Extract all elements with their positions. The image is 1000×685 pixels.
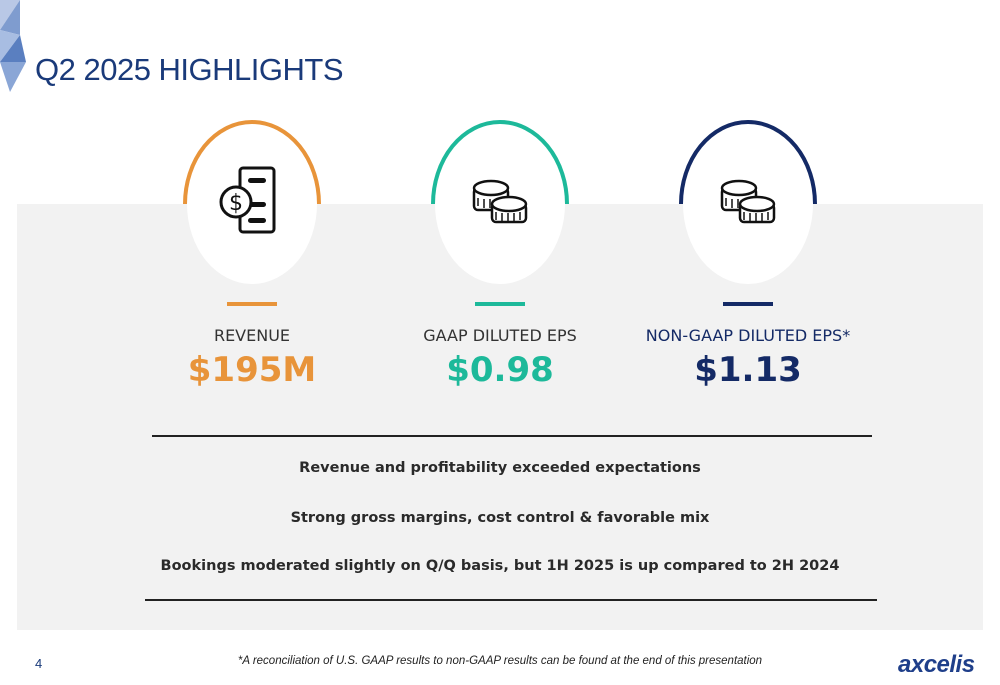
divider-top: [152, 435, 872, 437]
metric-label: NON-GAAP DILUTED EPS*: [645, 326, 851, 345]
divider-bottom: [145, 599, 877, 601]
metric-value: $1.13: [694, 350, 802, 390]
metric-divider: [723, 302, 773, 306]
metric-value: $0.98: [446, 350, 554, 390]
highlight-point: Bookings moderated slightly on Q/Q basis…: [160, 558, 840, 574]
coins-icon: [720, 179, 776, 224]
highlight-point: Revenue and profitability exceeded expec…: [299, 460, 701, 476]
metric-divider: [475, 302, 525, 306]
svg-text:$: $: [229, 191, 243, 216]
coins-icon: [472, 179, 528, 224]
company-logo: axcelis: [898, 651, 975, 678]
corner-decoration: [0, 0, 26, 92]
footnote: *A reconciliation of U.S. GAAP results t…: [237, 655, 763, 667]
highlight-point: Strong gross margins, cost control & fav…: [290, 510, 710, 526]
metric-divider: [227, 302, 277, 306]
metric-label: GAAP DILUTED EPS: [423, 326, 577, 345]
metric-value: $195M: [187, 350, 317, 390]
metric-label: REVENUE: [213, 326, 291, 345]
page-title: Q2 2025 HIGHLIGHTS: [35, 52, 344, 87]
money-document-icon: $: [219, 166, 276, 234]
page-number: 4: [35, 656, 43, 671]
